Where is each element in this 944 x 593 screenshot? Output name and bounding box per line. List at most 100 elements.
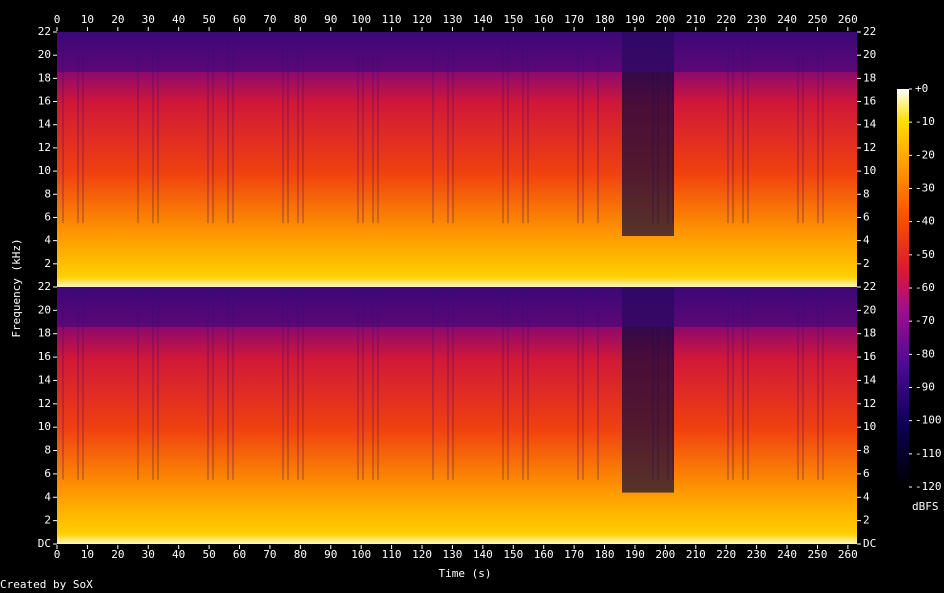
x-tick-label: 120 [412,548,432,561]
x-tick-label: 150 [503,13,523,26]
y-tick-label: 12 [38,397,51,410]
texture [77,287,79,480]
texture [152,287,154,480]
y-tick-label: 8 [863,444,870,457]
texture [377,287,379,480]
y-tick-label: 20 [863,303,876,316]
texture [432,32,434,224]
x-tick-label: 30 [142,13,155,26]
texture [302,32,304,224]
texture [822,287,824,480]
x-tick-label: 20 [111,548,124,561]
y-tick-label: 10 [863,420,876,433]
texture [207,287,209,480]
y-tick-label: 22 [38,25,51,38]
y-tick-label: 4 [44,234,51,247]
y-tick-label: 16 [863,95,876,108]
y-tick-label: 16 [38,95,51,108]
x-tick-label: 240 [777,548,797,561]
y-tick-label: 4 [863,490,870,503]
texture [507,287,509,480]
texture [362,287,364,480]
colorbar-tick-label: -40 [915,215,935,228]
x-tick-label: 0 [54,13,61,26]
texture [227,287,229,480]
texture [452,32,454,224]
texture [582,32,584,224]
texture [157,32,159,224]
y-tick-label: 18 [38,327,51,340]
x-tick-label: 20 [111,13,124,26]
colorbar-tick-label: -50 [915,248,935,261]
texture [732,287,734,480]
colorbar-tick-label: -30 [915,182,935,195]
y-tick-label: 6 [863,210,870,223]
y-tick-label: 18 [863,327,876,340]
texture [577,32,579,224]
y-tick-label: 12 [863,141,876,154]
x-tick-label: 240 [777,13,797,26]
texture [77,32,79,224]
texture [282,32,284,224]
y-tick-label: 20 [38,303,51,316]
y-tick-label: 8 [863,187,870,200]
y-tick-label: 6 [44,210,51,223]
texture [502,287,504,480]
y-tick-label: 14 [38,373,52,386]
y-tick-label: 14 [863,118,877,131]
y-axis-label: Frequency (kHz) [10,238,23,337]
x-tick-label: 50 [202,548,215,561]
x-tick-label: 250 [808,548,828,561]
x-tick-label: 40 [172,548,185,561]
colorbar-tick-label: -20 [915,148,935,161]
texture [447,32,449,224]
texture [727,287,729,480]
y-tick-label: 18 [863,71,876,84]
texture [287,32,289,224]
texture [527,287,529,480]
texture [527,32,529,224]
spectrogram-panel [57,287,857,544]
texture [287,287,289,480]
texture [817,32,819,224]
texture [502,32,504,224]
x-tick-label: 0 [54,548,61,561]
x-tick-label: 90 [324,13,337,26]
x-tick-label: 130 [442,548,462,561]
texture [372,287,374,480]
texture [372,32,374,224]
texture [797,32,799,224]
x-tick-label: 110 [382,548,402,561]
x-tick-label: 100 [351,548,371,561]
texture [137,287,139,480]
y-tick-label: 10 [38,420,51,433]
y-tick-label: 2 [863,257,870,270]
x-tick-label: 190 [625,548,645,561]
y-tick-label: 6 [863,467,870,480]
texture [357,287,359,480]
x-tick-label: 200 [655,548,675,561]
x-tick-label: 260 [838,548,858,561]
texture [447,287,449,480]
colorbar-tick-label: -120 [915,480,942,493]
texture [57,32,857,72]
x-tick-label: 160 [534,13,554,26]
x-tick-label: 140 [473,13,493,26]
x-tick-label: 80 [294,13,307,26]
colorbar-tick-label: -90 [915,381,935,394]
x-tick-label: 10 [81,13,94,26]
texture [802,32,804,224]
x-tick-label: 190 [625,13,645,26]
texture [212,32,214,224]
texture [137,32,139,224]
x-tick-label: 230 [747,548,767,561]
texture [82,287,84,480]
x-tick-label: 140 [473,548,493,561]
y-tick-label: 14 [38,118,52,131]
x-tick-label: 250 [808,13,828,26]
x-tick-label: 50 [202,13,215,26]
texture [57,287,857,327]
y-tick-label: 2 [44,257,51,270]
texture [822,32,824,224]
texture [377,32,379,224]
